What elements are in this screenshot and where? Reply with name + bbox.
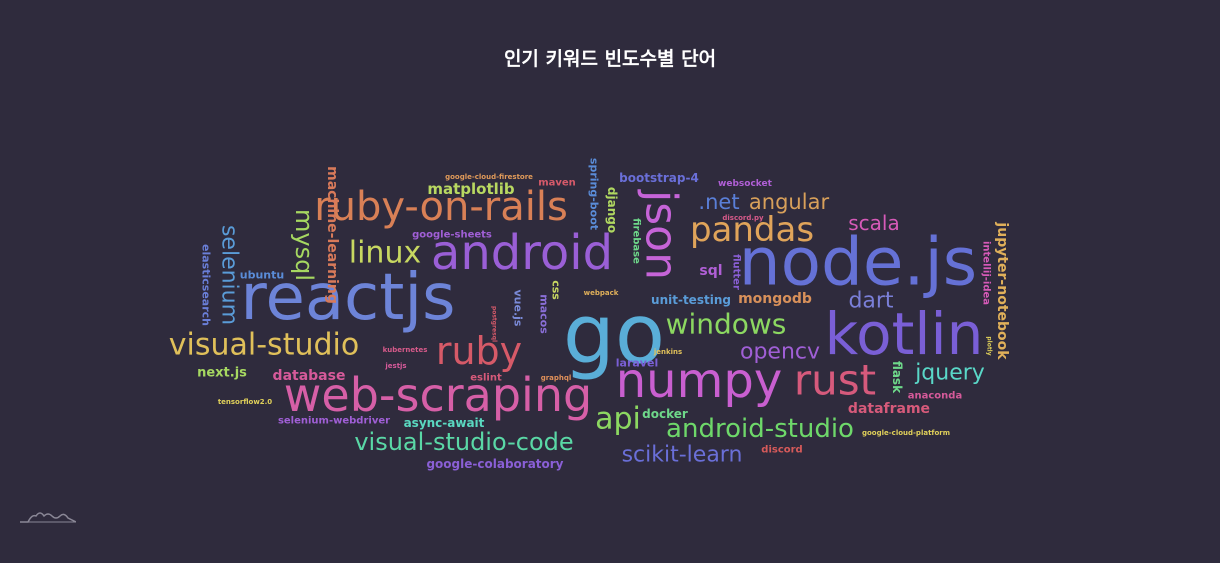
word-scala: scala [848,211,899,235]
word-api: api [595,402,641,437]
word-selenium-webdriver: selenium-webdriver [278,416,390,427]
word-selenium: selenium [217,225,242,325]
word-reactjs: reactjs [241,261,456,335]
word-maven: maven [538,178,576,189]
word-windows: windows [666,308,787,341]
word-async-await: async-await [404,416,485,430]
word-linux: linux [349,236,421,271]
word-google-cloud-firestore: google-cloud-firestore [445,173,533,181]
word-vue-js: vue.js [512,290,525,327]
word-visual-studio-code: visual-studio-code [354,428,573,456]
word-jenkins: jenkins [653,348,682,356]
word-flask: flask [890,361,904,394]
word-matplotlib: matplotlib [427,180,515,198]
word-plotly: plotly [986,336,993,355]
word-google-colaboratory: google-colaboratory [426,457,563,471]
word-next-js: next.js [197,366,247,381]
word-kubernetes: kubernetes [383,346,428,354]
word-mongodb: mongodb [738,291,812,307]
word-machine-learning: machine-learning [324,166,340,304]
word-dart: dart [848,289,893,314]
word-css: css [550,280,563,300]
word-sql: sql [699,263,722,279]
word-node-js: node.js [739,224,977,301]
word-unit-testing: unit-testing [651,293,731,307]
logo-icon [20,512,76,523]
word-pandas: pandas [690,210,814,250]
word-angular: angular [749,190,830,214]
word-android-studio: android-studio [666,414,854,444]
word-web-scraping: web-scraping [284,368,592,422]
word-macos: macos [538,294,551,334]
word-ruby-on-rails: ruby-on-rails [314,184,568,230]
word-google-sheets: google-sheets [412,230,492,241]
word-websocket: websocket [718,179,773,189]
word-kotlin: kotlin [825,300,984,368]
word-rust: rust [794,356,876,405]
word-dataframe: dataframe [848,401,930,417]
word-django: django [605,187,619,233]
word-android: android [431,225,613,281]
word-elasticsearch: elasticsearch [200,244,213,326]
word-visual-studio: visual-studio [169,328,359,363]
word-intellij-idea: intellij-idea [981,241,992,305]
word-net: .net [698,190,739,214]
word-database: database [273,368,346,384]
word-scikit-learn: scikit-learn [622,443,743,468]
chart-title: 인기 키워드 빈도수별 단어 [503,48,717,70]
word-docker: docker [642,407,688,421]
word-go: go [563,288,665,383]
word-webpack: webpack [584,289,619,297]
word-jupyter-notebook: jupyter-notebook [994,221,1010,360]
word-tensorflow2-0: tensorflow2.0 [218,398,272,406]
word-mysql: mysql [290,209,318,281]
word-jestjs: jestjs [384,362,406,370]
word-jquery: jquery [914,361,985,386]
word-numpy: numpy [616,353,782,409]
word-discord-py: discord.py [722,214,764,222]
word-json: json [636,189,687,280]
word-eslint: eslint [470,373,502,384]
word-discord: discord [761,445,802,456]
word-graphql: graphql [541,374,572,382]
word-opencv: opencv [740,340,820,365]
word-flutter: flutter [731,254,742,290]
word-ubuntu: ubuntu [240,269,284,282]
word-spring-boot: spring-boot [588,158,601,230]
word-google-cloud-platform: google-cloud-platform [862,429,950,437]
word-laravel: laravel [616,357,658,370]
word-bootstrap-4: bootstrap-4 [619,171,699,185]
word-ruby: ruby [436,329,522,373]
word-firebase: firebase [631,218,642,264]
word-postgresql: postgresql [491,306,498,342]
word-anaconda: anaconda [908,391,962,402]
